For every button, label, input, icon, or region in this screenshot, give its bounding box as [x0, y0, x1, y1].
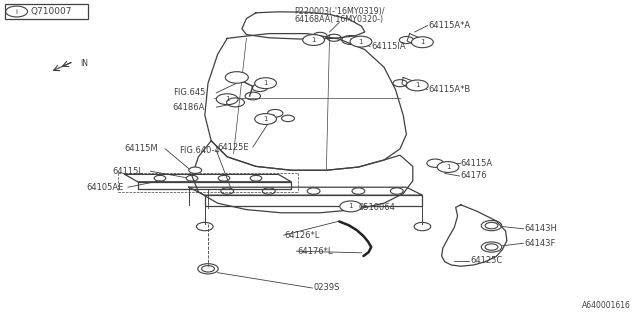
- Text: FIG.645: FIG.645: [173, 88, 205, 97]
- Circle shape: [255, 114, 276, 124]
- Circle shape: [412, 37, 433, 48]
- Text: 64168AA('16MY0320-): 64168AA('16MY0320-): [294, 15, 384, 24]
- Circle shape: [6, 6, 28, 17]
- Text: 64115A: 64115A: [461, 159, 493, 168]
- Text: 64125E: 64125E: [218, 143, 249, 152]
- Text: 1: 1: [311, 37, 316, 43]
- Text: 0239S: 0239S: [314, 284, 340, 292]
- Text: 64176: 64176: [461, 172, 488, 180]
- Text: 1: 1: [420, 39, 425, 45]
- Text: 64176*L: 64176*L: [298, 247, 333, 256]
- Text: 64186A: 64186A: [173, 103, 205, 112]
- Text: IN: IN: [80, 60, 88, 68]
- Circle shape: [189, 167, 202, 173]
- Text: 64115A*A: 64115A*A: [429, 21, 471, 30]
- Circle shape: [303, 35, 324, 45]
- Text: 64115M: 64115M: [125, 144, 159, 153]
- Circle shape: [225, 72, 248, 83]
- Text: FIG.640-4: FIG.640-4: [179, 146, 220, 155]
- Text: 64105AE: 64105AE: [86, 183, 124, 192]
- Text: P220003(-'16MY0319)/: P220003(-'16MY0319)/: [294, 7, 385, 16]
- Text: 1: 1: [445, 164, 451, 170]
- Circle shape: [437, 162, 459, 172]
- Text: 64143F: 64143F: [525, 239, 556, 248]
- Circle shape: [350, 36, 372, 47]
- Text: i: i: [15, 9, 18, 14]
- Text: 0510064: 0510064: [358, 204, 396, 212]
- Text: 1: 1: [358, 39, 364, 44]
- Text: 64143H: 64143H: [525, 224, 557, 233]
- Text: 64125C: 64125C: [470, 256, 502, 265]
- Text: 1: 1: [348, 204, 353, 209]
- Text: 1: 1: [263, 116, 268, 122]
- Text: 64115L: 64115L: [112, 167, 143, 176]
- Circle shape: [340, 201, 362, 212]
- Text: 64115IA: 64115IA: [371, 42, 406, 51]
- Text: Q710007: Q710007: [31, 7, 72, 16]
- Text: 1: 1: [263, 80, 268, 86]
- Circle shape: [255, 78, 276, 89]
- Text: A640001616: A640001616: [582, 301, 630, 310]
- Circle shape: [216, 94, 238, 105]
- Text: 1: 1: [225, 96, 230, 102]
- Text: 64115A*B: 64115A*B: [429, 85, 471, 94]
- Circle shape: [406, 80, 428, 91]
- Text: 64126*L: 64126*L: [285, 231, 320, 240]
- Text: 1: 1: [415, 83, 420, 88]
- FancyBboxPatch shape: [5, 4, 88, 19]
